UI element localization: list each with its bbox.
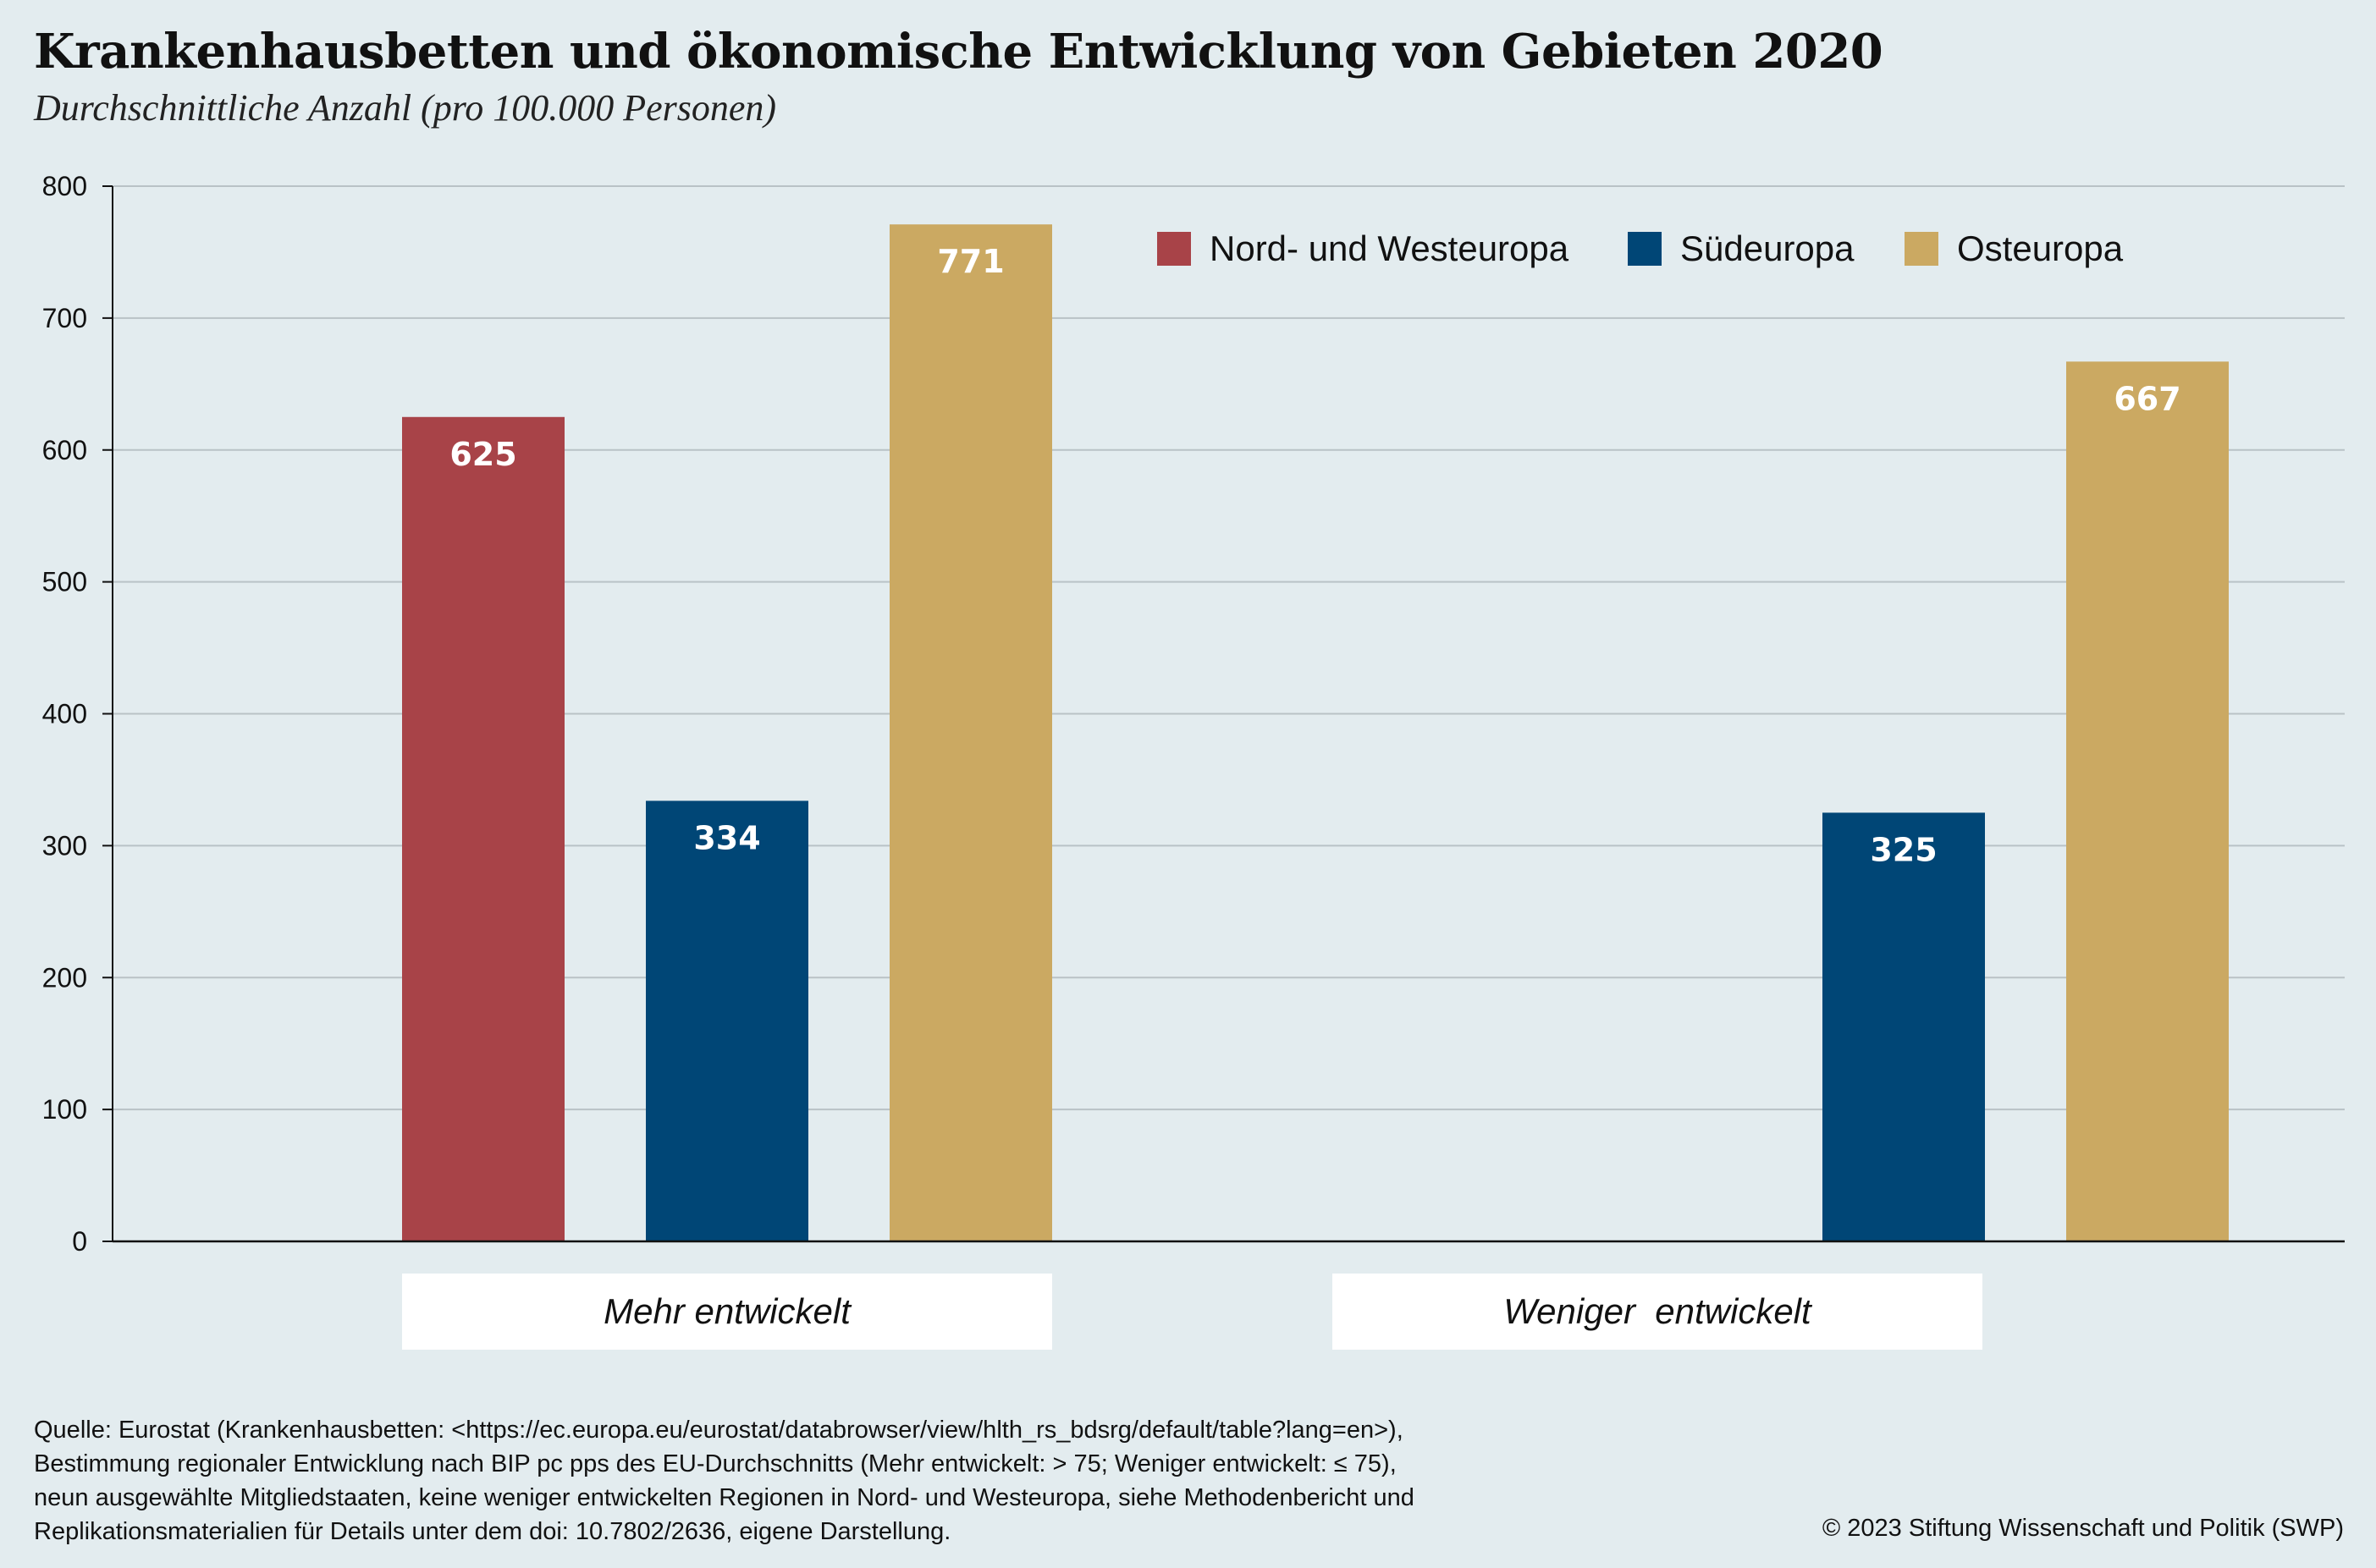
y-tick-label: 300 bbox=[42, 830, 87, 861]
chart-title: Krankenhausbetten und ökonomische Entwic… bbox=[34, 24, 1883, 80]
footnote-line: Quelle: Eurostat (Krankenhausbetten: <ht… bbox=[34, 1417, 1403, 1444]
category-labels: Mehr entwickelt Weniger entwickelt bbox=[402, 1274, 1982, 1350]
legend-label: Osteuropa bbox=[1957, 228, 2124, 268]
bar bbox=[1822, 812, 1985, 1241]
chart-subtitle: Durchschnittliche Anzahl (pro 100.000 Pe… bbox=[34, 87, 777, 129]
footnote-line: neun ausgewählte Mitgliedstaaten, keine … bbox=[34, 1484, 1414, 1511]
bar bbox=[402, 416, 565, 1241]
category-label-box bbox=[1332, 1274, 1982, 1350]
y-tick-label: 700 bbox=[42, 303, 87, 333]
legend-swatch bbox=[1628, 232, 1662, 266]
footnote-line: Bestimmung regionaler Entwicklung nach B… bbox=[34, 1450, 1397, 1477]
footnote-line: Replikationsmaterialien für Details unte… bbox=[34, 1518, 951, 1545]
bar bbox=[646, 801, 808, 1241]
axes: 0 100 200 300 400 500 600 700 800 bbox=[42, 171, 2345, 1257]
category-label-box bbox=[402, 1274, 1052, 1350]
y-tick-label: 500 bbox=[42, 567, 87, 597]
legend-label: Südeuropa bbox=[1680, 228, 1855, 268]
legend: Nord- und Westeuropa Südeuropa Osteuropa bbox=[1157, 228, 2124, 268]
y-tick-label: 0 bbox=[72, 1226, 87, 1257]
legend-label: Nord- und Westeuropa bbox=[1210, 228, 1569, 268]
y-tick-label: 100 bbox=[42, 1094, 87, 1125]
y-tick-label: 800 bbox=[42, 171, 87, 201]
bar-chart: 625 334 771 325 667 0 100 200 300 400 500 600 700 80… bbox=[42, 171, 2345, 1350]
bar bbox=[890, 224, 1052, 1241]
data-label: 334 bbox=[693, 819, 760, 856]
y-tick-label: 200 bbox=[42, 962, 87, 993]
source-footnote: Quelle: Eurostat (Krankenhausbetten: <ht… bbox=[34, 1413, 1414, 1549]
bars: 625 334 771 325 667 bbox=[402, 224, 2229, 1242]
bar bbox=[2066, 361, 2229, 1242]
y-tick-label: 400 bbox=[42, 699, 87, 729]
copyright-notice: © 2023 Stiftung Wissenschaft und Politik… bbox=[1822, 1515, 2344, 1542]
data-label: 625 bbox=[449, 436, 516, 473]
data-label: 771 bbox=[937, 243, 1004, 280]
data-label: 667 bbox=[2114, 380, 2180, 417]
legend-swatch bbox=[1905, 232, 1938, 266]
category-label: Weniger entwickelt bbox=[1503, 1291, 1813, 1331]
category-label: Mehr entwickelt bbox=[604, 1291, 852, 1331]
y-tick-label: 600 bbox=[42, 435, 87, 465]
legend-swatch bbox=[1157, 232, 1191, 266]
data-label: 325 bbox=[1870, 831, 1937, 868]
